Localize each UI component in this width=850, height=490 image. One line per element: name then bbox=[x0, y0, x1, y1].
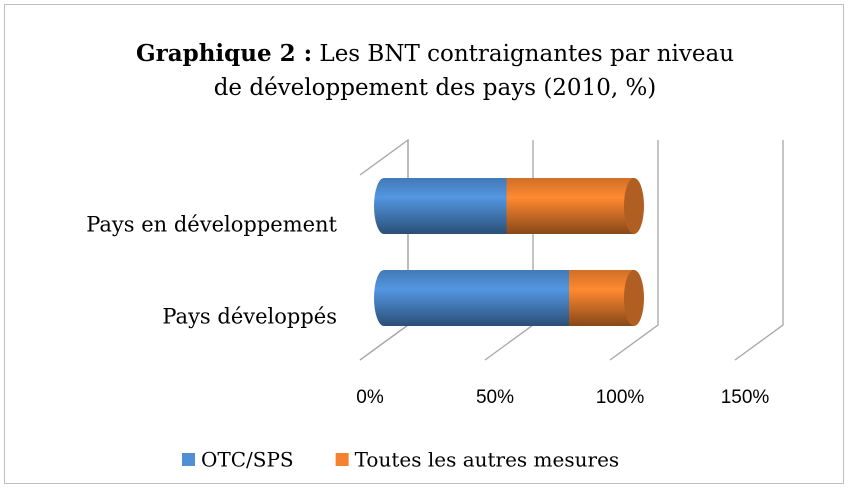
side-wall bbox=[359, 138, 409, 361]
title-prefix: Graphique 2 : bbox=[135, 40, 313, 67]
title-text: Les BNT contraignantes par niveau de dév… bbox=[213, 41, 735, 101]
legend-swatch bbox=[335, 453, 349, 466]
x-tick-label: 100% bbox=[596, 387, 645, 408]
legend-label: Toutes les autres mesures bbox=[355, 448, 620, 472]
chart-title: Graphique 2 : Les BNT contraignantes par… bbox=[125, 37, 745, 105]
legend-swatch bbox=[182, 453, 195, 466]
grid-line bbox=[359, 140, 409, 361]
legend-label: OTC/SPS bbox=[201, 448, 294, 472]
bar-cap bbox=[624, 178, 644, 234]
chart-frame: Graphique 2 : Les BNT contraignantes par… bbox=[4, 4, 844, 484]
bar bbox=[569, 270, 634, 326]
bar bbox=[506, 178, 634, 234]
x-tick-label: 0% bbox=[356, 387, 384, 408]
category-label: Pays développés bbox=[162, 305, 337, 329]
bar-cap bbox=[624, 270, 644, 326]
x-tick-label: 50% bbox=[476, 387, 514, 408]
x-tick-label: 150% bbox=[721, 387, 770, 408]
grid-line bbox=[609, 140, 659, 361]
bar bbox=[384, 270, 569, 326]
grid-line bbox=[734, 140, 784, 361]
grid-line bbox=[484, 140, 534, 361]
bar bbox=[384, 178, 507, 234]
category-label: Pays en développement bbox=[86, 213, 337, 237]
